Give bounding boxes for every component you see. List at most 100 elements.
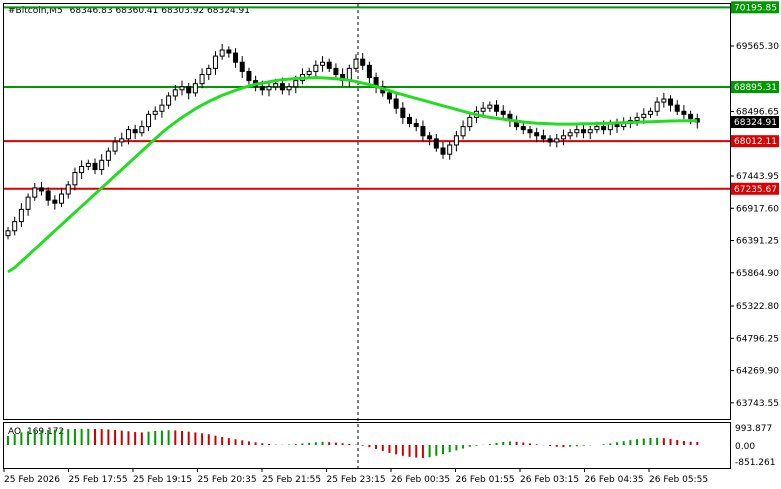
candle-body [32, 187, 38, 198]
candle-body [38, 187, 44, 192]
level-price-label: 67235.67 [734, 185, 777, 195]
candle-body [266, 86, 272, 91]
candle-body [353, 58, 359, 69]
candle-body [413, 123, 419, 128]
candle-body [152, 110, 158, 115]
candle-body [647, 110, 653, 115]
candle-body [634, 116, 640, 121]
x-tick-label: 25 Feb 17:55 [69, 475, 128, 485]
candle-body [279, 83, 285, 91]
current-price-tag [731, 116, 779, 129]
candle-body [159, 104, 165, 112]
candle-body [494, 104, 500, 112]
ao-axis-label-top: 993.877 [735, 424, 772, 434]
candle-body [146, 113, 152, 128]
candle-body [594, 126, 600, 131]
x-tick-label: 26 Feb 05:55 [649, 475, 708, 485]
candle-body [199, 73, 205, 85]
moving-average-series [7, 76, 698, 274]
candle-body [427, 135, 433, 140]
level-lines [4, 6, 730, 190]
candle-body [460, 126, 466, 137]
candle-body [85, 162, 91, 167]
candle-body [79, 165, 85, 174]
candle-body [273, 83, 279, 88]
level-price-label: 70195.85 [734, 3, 777, 13]
candle-body [654, 101, 660, 112]
y-tick-label: 65864.90 [736, 269, 779, 279]
x-tick-label: 26 Feb 01:55 [456, 475, 515, 485]
y-tick-label: 64796.25 [736, 334, 779, 344]
chart-header: #Bitcoin,M5 68346.83 68360.41 68303.92 6… [8, 6, 250, 16]
candle-body [407, 116, 413, 125]
candle-body [59, 193, 65, 204]
y-tick-label: 64269.90 [736, 367, 779, 377]
candle-body [574, 129, 580, 134]
candle-body [212, 55, 218, 69]
candle-body [12, 221, 18, 232]
ao-value: 169.172 [27, 427, 64, 437]
current-price-label: 68324.91 [734, 118, 777, 128]
y-tick-label: 67443.95 [736, 172, 779, 182]
ao-header: AO 169.172 [8, 427, 64, 437]
y-tick-label: 65322.80 [736, 302, 779, 312]
candle-body [132, 129, 138, 134]
price-labels: 70195.85 68895.31 68012.11 67235.67 68324.91 [731, 1, 779, 195]
x-tick-label: 25 Feb 20:35 [198, 475, 257, 485]
candle-body [366, 64, 372, 79]
candle-body [246, 70, 252, 82]
candle-body [192, 83, 198, 94]
candle-body [386, 92, 392, 100]
candle-body [179, 86, 185, 91]
candle-body [540, 135, 546, 140]
ao-name: AO [8, 427, 21, 437]
ao-axis-label-zero: 0.00 [735, 442, 755, 452]
candle-body [560, 135, 566, 140]
candle-body [45, 190, 51, 201]
x-axis-ticks: 25 Feb 2026 25 Feb 17:55 25 Feb 19:15 25 Fe… [3, 468, 708, 485]
candle-body [333, 67, 339, 75]
candle-body [688, 113, 694, 120]
candle-body [360, 58, 366, 66]
candle-body [520, 126, 526, 131]
candle-body [641, 113, 647, 118]
moving-average-line [7, 76, 698, 274]
candle-body [453, 135, 459, 146]
candle-body [5, 230, 11, 237]
candle-body [186, 86, 192, 94]
candle-body [18, 208, 24, 223]
candle-body [326, 61, 332, 69]
x-tick-label: 25 Feb 23:15 [327, 475, 386, 485]
candle-body [313, 64, 319, 72]
candle-series [5, 43, 700, 240]
candle-body [99, 159, 105, 171]
candle-body [480, 107, 486, 112]
candle-body [500, 110, 506, 115]
level-price-tag [731, 135, 779, 148]
x-tick-label: 26 Feb 03:15 [520, 475, 579, 485]
candle-body [400, 107, 406, 118]
candle-body [52, 199, 58, 204]
symbol-label: #Bitcoin,M5 [8, 6, 63, 16]
y-axis-ticks: 70195.8569565.3068896.9568496.6567443.95… [730, 3, 779, 409]
candle-body [487, 104, 493, 109]
ao-panel-frame [3, 422, 731, 469]
level-price-tag [731, 1, 779, 14]
candle-body [393, 98, 399, 109]
candle-body [112, 141, 118, 152]
candle-body [420, 126, 426, 137]
ao-histogram [7, 428, 699, 458]
candle-body [259, 86, 265, 91]
x-tick-label: 26 Feb 00:35 [391, 475, 450, 485]
candle-body [661, 98, 667, 103]
candle-body [25, 196, 31, 210]
candle-body [72, 172, 78, 186]
candle-body [527, 129, 533, 134]
x-tick-label: 25 Feb 19:15 [133, 475, 192, 485]
candle-body [293, 80, 299, 88]
candle-body [206, 67, 212, 75]
y-tick-label: 69565.30 [736, 42, 779, 52]
level-price-tag [731, 182, 779, 195]
ohlc-values: 68346.83 68360.41 68303.92 68324.91 [70, 6, 250, 16]
